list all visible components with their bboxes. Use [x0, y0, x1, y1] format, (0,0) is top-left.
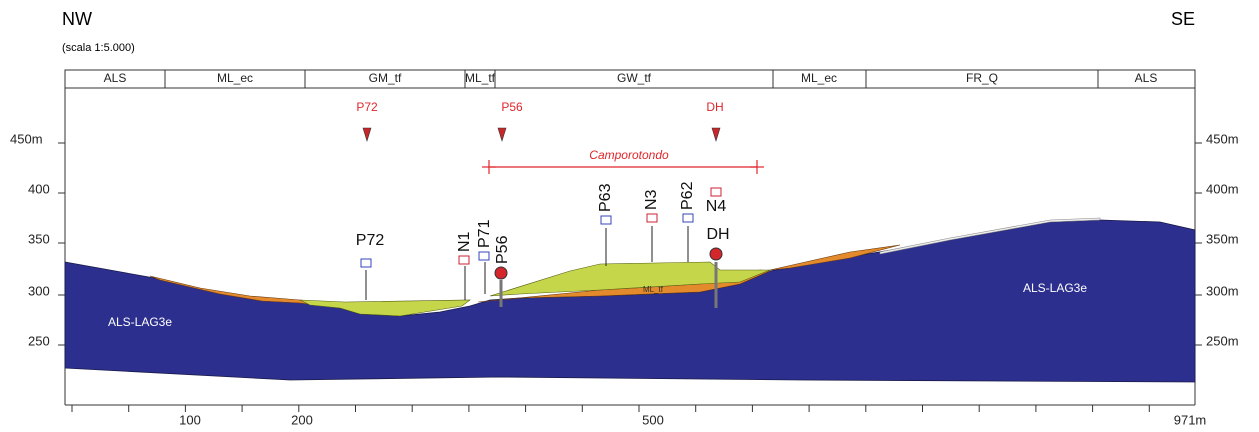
- site-label: DH: [706, 100, 723, 114]
- formation-label: ML_tf: [643, 285, 664, 294]
- elev-label: 300: [28, 283, 50, 298]
- distance-label: 971m: [1174, 412, 1207, 427]
- elev-label: 350m: [1206, 231, 1239, 246]
- elev-label: 400: [28, 181, 50, 196]
- elev-label: 450m: [1206, 131, 1239, 146]
- direction-left: NW: [62, 9, 92, 29]
- site-marker: [363, 128, 371, 141]
- distance-label: 200: [291, 412, 313, 427]
- borehole-squares: [361, 188, 721, 267]
- scale-note: (scala 1:5.000): [62, 42, 135, 54]
- unit-label: FR_Q: [966, 71, 998, 85]
- borehole-square: [711, 188, 721, 196]
- site-marker: [498, 128, 506, 141]
- x-ticks: [72, 405, 1149, 412]
- cross-section: NW SE (scala 1:5.000) ALS ML_ec GM_tf ML…: [0, 0, 1259, 432]
- elev-label: 300m: [1206, 283, 1239, 298]
- unit-label: ML_ec: [801, 71, 837, 85]
- unit-label: ALS: [1135, 71, 1158, 85]
- direction-right: SE: [1171, 9, 1195, 29]
- borehole-square: [361, 259, 371, 267]
- borehole-label: P72: [356, 232, 385, 249]
- borehole-square: [601, 216, 611, 224]
- section-label: Camporotondo: [589, 148, 669, 162]
- site-label: P72: [356, 100, 378, 114]
- site-label: P56: [501, 100, 523, 114]
- borehole-label: P63: [597, 183, 614, 212]
- formation-label: ALS-LAG3e: [1023, 281, 1087, 295]
- elev-label: 400m: [1206, 181, 1239, 196]
- distance-label: 500: [642, 412, 664, 427]
- borehole-label: P62: [679, 181, 696, 210]
- borehole-label: N3: [643, 189, 660, 210]
- elev-label: 450m: [10, 131, 43, 146]
- borehole-square: [459, 256, 469, 264]
- borehole-square: [647, 214, 657, 222]
- borehole-label: P71: [476, 219, 493, 248]
- formation-label: ALS-LAG3e: [108, 315, 172, 329]
- borehole-circle: [495, 267, 507, 279]
- unit-label: ML_tf: [465, 71, 496, 85]
- unit-label: ALS: [104, 71, 127, 85]
- borehole-square: [479, 252, 489, 260]
- unit-label: ML_ec: [217, 71, 253, 85]
- elev-label: 250: [28, 333, 50, 348]
- borehole-label: N4: [706, 198, 727, 215]
- borehole-label: N1: [456, 231, 473, 252]
- bedrock: [65, 220, 1195, 382]
- distance-label: 100: [179, 412, 201, 427]
- borehole-label: P56: [494, 235, 511, 264]
- borehole-circle: [710, 248, 722, 260]
- site-marker: [712, 128, 720, 141]
- unit-label: GW_tf: [617, 71, 652, 85]
- borehole-label: DH: [706, 226, 729, 243]
- borehole-square: [683, 214, 693, 222]
- unit-label: GM_tf: [369, 71, 402, 85]
- elev-label: 250m: [1206, 333, 1239, 348]
- elev-label: 350: [28, 231, 50, 246]
